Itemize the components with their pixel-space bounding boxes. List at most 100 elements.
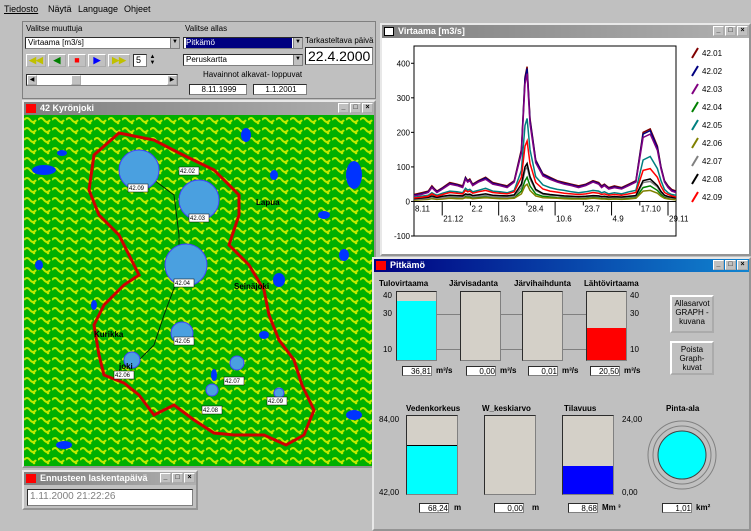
unit-label: m	[454, 503, 462, 512]
tick	[501, 314, 522, 315]
chart-icon	[384, 27, 394, 36]
series-line-42-06	[413, 183, 677, 201]
end-date-value: 1.1.2001	[265, 85, 297, 94]
speed-spinner[interactable]: ▲ ▼	[149, 54, 156, 66]
menu-tiedosto[interactable]: Tiedosto	[4, 4, 39, 14]
minimize-button[interactable]: _	[338, 103, 349, 113]
gauge-vedenkorkeus	[406, 415, 458, 495]
pitkamo-title: Pitkämö	[390, 260, 426, 270]
gauge-w-keskiarvo	[484, 415, 536, 495]
unit-label: m³/s	[500, 366, 517, 375]
muuttuja-value: Virtaama [m3/s]	[28, 38, 84, 47]
value-lahtovirtaama: 20,50	[590, 366, 620, 376]
legend-swatch	[691, 65, 699, 77]
slider-thumb[interactable]	[71, 75, 81, 85]
close-button[interactable]: ×	[362, 103, 373, 113]
vk-min: 42,00	[379, 488, 400, 497]
stop-button[interactable]: ■	[68, 54, 86, 67]
end-date-field[interactable]: 1.1.2001	[253, 84, 307, 95]
chart-titlebar: Virtaama [m3/s] _ □ ×	[382, 25, 749, 38]
rewind-button[interactable]: ◀◀	[26, 54, 46, 67]
label-tilavuus: Tilavuus	[564, 404, 597, 413]
label-w-keskiarvo: W_keskiarvo	[482, 404, 531, 413]
gauge-fill	[397, 300, 436, 360]
value-text: 1,01	[675, 504, 691, 513]
tick	[437, 314, 460, 315]
station-label: 42.04	[175, 281, 191, 287]
minimize-button[interactable]: _	[160, 473, 171, 483]
menu-nayta[interactable]: Näytä	[48, 4, 72, 14]
value-tulovirtaama: 36,81	[402, 366, 432, 376]
slider-left-arrow[interactable]: ◀	[27, 75, 37, 85]
forecast-field: 1.11.2000 21:22:26	[27, 489, 193, 506]
poista-button[interactable]: Poista Graph-kuvat	[670, 341, 714, 375]
y-tick-label: 300	[397, 94, 411, 103]
gauge-jarvisadanta	[460, 291, 501, 361]
maximize-button[interactable]: □	[172, 473, 183, 483]
forecast-title: Ennusteen laskentapäivä	[40, 473, 148, 483]
speed-field[interactable]: 5	[133, 54, 147, 67]
date-display: 22.4.2000	[305, 47, 373, 65]
slider-right-arrow[interactable]: ▶	[167, 75, 177, 85]
scale-left-30: 30	[383, 309, 392, 318]
station-label: 42.06	[115, 373, 131, 379]
series-line-42-03	[413, 73, 677, 197]
maximize-button[interactable]: □	[350, 103, 361, 113]
x-tick-label: 16.3	[500, 214, 516, 223]
til-min: 0,00	[622, 488, 638, 497]
close-button[interactable]: ×	[737, 260, 748, 270]
maximize-button[interactable]: □	[725, 26, 736, 36]
allas2-select[interactable]: Peruskartta ▼	[183, 54, 303, 66]
window-icon	[26, 474, 36, 483]
legend-swatch	[691, 83, 699, 95]
value-text: 36,81	[410, 367, 431, 376]
scale-right-40: 40	[630, 291, 639, 300]
muuttuja-select[interactable]: Virtaama [m3/s] ▼	[25, 37, 180, 49]
close-button[interactable]: ×	[737, 26, 748, 36]
time-slider[interactable]: ◀ ▶	[26, 74, 178, 86]
gauge-fill	[587, 328, 626, 360]
menu-language[interactable]: Language	[78, 4, 119, 14]
station-label: 42.09	[129, 186, 145, 192]
flow-chart[interactable]: 400 300 200 100 0 -100 8.11 2.2 28.4 23.7 17.10 21.…	[382, 38, 748, 254]
legend-label: 42.09	[702, 193, 723, 202]
start-date-field[interactable]: 8.11.1999	[189, 84, 247, 95]
minimize-button[interactable]: _	[713, 260, 724, 270]
window-icon	[376, 261, 386, 270]
station-label: 42.07	[225, 379, 241, 385]
x-tick-label: 2.2	[471, 204, 483, 213]
legend-swatch	[691, 173, 699, 185]
value-text: 0,01	[541, 367, 557, 376]
forecast-titlebar: Ennusteen laskentapäivä _ □ ×	[24, 472, 196, 485]
allas-select[interactable]: Pitkämö ▼	[183, 37, 303, 49]
gauge-jarvihaihdunta	[522, 291, 563, 361]
menu-ohjeet[interactable]: Ohjeet	[124, 4, 151, 14]
minimize-button[interactable]: _	[713, 26, 724, 36]
legend-swatch	[691, 101, 699, 113]
plot-area	[413, 45, 677, 237]
gauge-label-tulovirtaama: Tulovirtaama	[379, 279, 429, 288]
control-panel: Valitse muuttuja Virtaama [m3/s] ▼ Valit…	[22, 21, 376, 99]
chevron-down-icon[interactable]: ▼	[170, 38, 179, 48]
close-button[interactable]: ×	[184, 473, 195, 483]
havainnot-label: Havainnot alkavat	[203, 70, 267, 79]
play-button[interactable]: ▶	[88, 54, 106, 67]
vk-max: 84,00	[379, 415, 400, 424]
legend-label: 42.01	[702, 49, 723, 58]
place-names: Lapua Seinäjoki Kurikka joki	[94, 198, 280, 371]
graph-button[interactable]: Allasarvot GRAPH -kuvana	[670, 295, 714, 333]
river-basin-map[interactable]: 42.09 42.02 42.03 42.04 42.05 42.06 42.0…	[24, 115, 374, 466]
value-text: 0,00	[479, 367, 495, 376]
legend-swatch	[691, 47, 699, 59]
back-button[interactable]: ◀	[48, 54, 66, 67]
legend-swatch	[691, 137, 699, 149]
allas-label: Valitse allas	[185, 24, 228, 33]
maximize-button[interactable]: □	[725, 260, 736, 270]
forward-button[interactable]: ▶▶	[108, 54, 130, 67]
chevron-down-icon[interactable]: ▼	[293, 38, 302, 48]
y-tick-label: 0	[406, 197, 411, 206]
pitkamo-window: Pitkämö _ □ × Tulovirtaama Järvisadanta …	[372, 257, 751, 531]
pinta-ala-gauge	[647, 420, 717, 490]
scale-right-10: 10	[630, 345, 639, 354]
chevron-down-icon[interactable]: ▼	[293, 55, 302, 65]
